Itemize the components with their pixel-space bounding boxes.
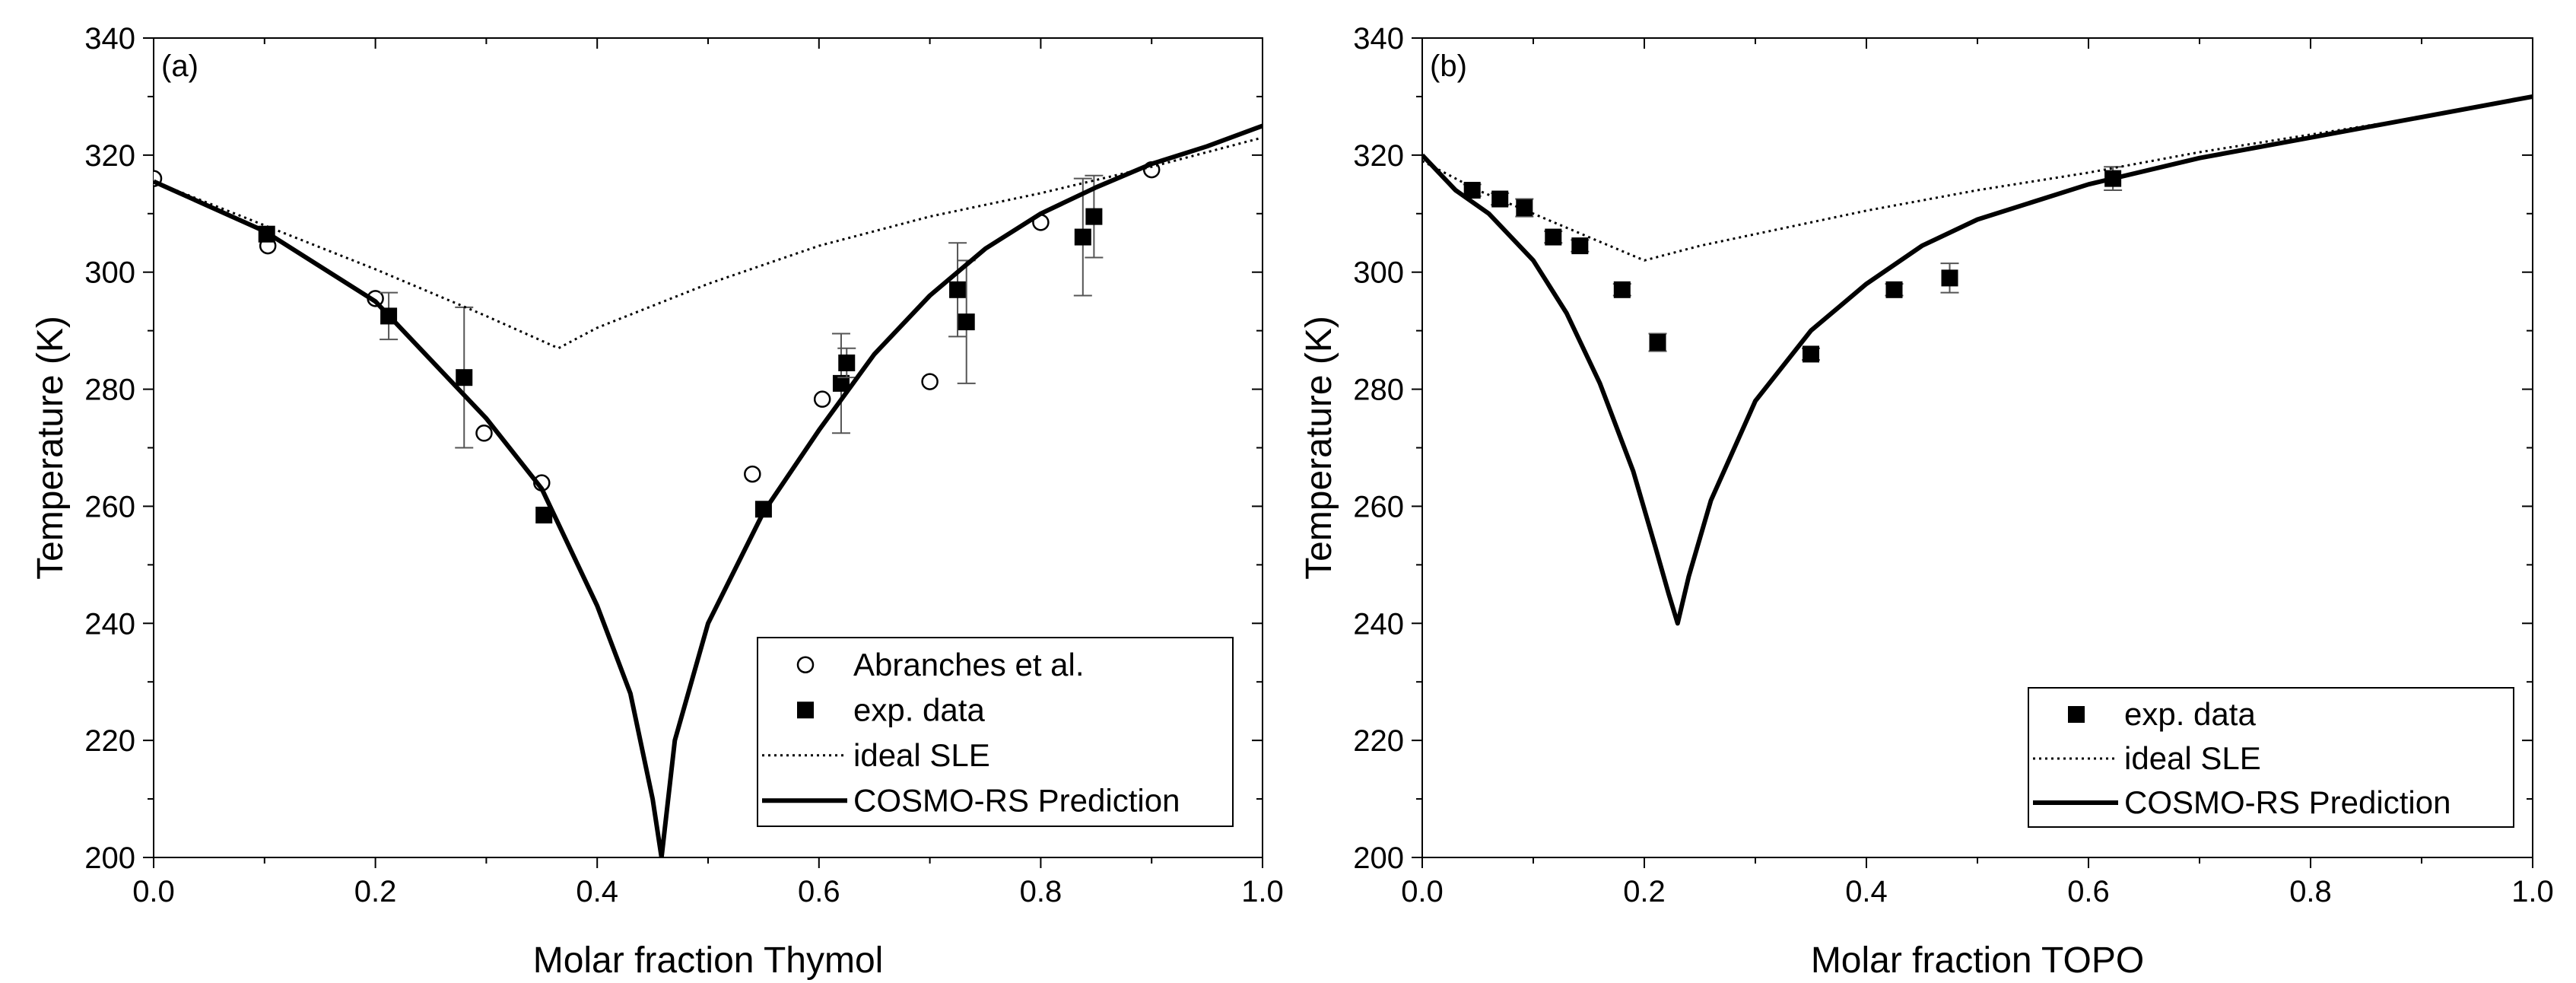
data-point-exp-data xyxy=(958,313,975,331)
legend-label: COSMO-RS Prediction xyxy=(853,782,1180,818)
y-tick-label: 220 xyxy=(84,724,135,758)
y-tick-label: 240 xyxy=(84,607,135,641)
legend: exp. data ideal SLE COSMO-RS Prediction xyxy=(2028,687,2514,828)
data-point-exp-data xyxy=(1074,228,1091,246)
y-tick-label: 320 xyxy=(1353,139,1404,173)
x-tick-label: 0.0 xyxy=(1401,875,1444,908)
y-tick-label: 320 xyxy=(84,139,135,173)
y-tick-label: 340 xyxy=(84,22,135,56)
legend-swatch-circle xyxy=(796,656,815,673)
x-axis-title: Molar fraction Thymol xyxy=(533,940,884,981)
y-tick-label: 260 xyxy=(1353,490,1404,523)
data-point-exp-data xyxy=(456,369,473,387)
plot-area xyxy=(154,123,1263,857)
y-tick-label: 200 xyxy=(84,841,135,875)
data-point-exp-data xyxy=(1516,199,1533,217)
series-line-ideal-sle xyxy=(154,136,1263,350)
x-tick-label: 0.0 xyxy=(132,875,175,908)
data-point-exp-data xyxy=(832,374,850,392)
data-point-exp-data xyxy=(1803,345,1819,363)
y-tick-label: 220 xyxy=(1353,724,1404,758)
data-point-exp-data xyxy=(1885,281,1903,298)
data-point-exp-data xyxy=(949,281,967,298)
y-tick-label: 260 xyxy=(84,490,135,523)
legend-swatch-square xyxy=(2068,706,2085,723)
y-axis-title: Temperature (K) xyxy=(30,316,71,580)
x-tick-label: 0.4 xyxy=(576,875,618,908)
x-tick-label: 0.2 xyxy=(1623,875,1666,908)
panel-a-thymol: 0.0 0.2 0.4 0.6 0.8 1.0 200 220 240 260 280 300 320 3… xyxy=(30,22,1284,981)
data-point-exp-data xyxy=(535,506,553,523)
series-line-cosmo-rs-prediction xyxy=(154,123,1263,857)
x-tick-label: 0.6 xyxy=(2067,875,2110,908)
y-tick-label: 340 xyxy=(1353,22,1404,56)
y-tick-label: 240 xyxy=(1353,607,1404,641)
data-point-exp-data xyxy=(1571,237,1589,255)
legend: Abranches et al. exp. data ideal SLE COSMO-… xyxy=(757,637,1234,827)
y-tick-label: 300 xyxy=(1353,256,1404,290)
data-point-exp-data xyxy=(1545,228,1562,246)
y-tick-label: 300 xyxy=(84,256,135,290)
y-tick-label: 280 xyxy=(1353,374,1404,407)
panel-label: (a) xyxy=(161,49,199,83)
x-tick-label: 1.0 xyxy=(1241,875,1284,908)
legend-label: exp. data xyxy=(2124,696,2256,732)
x-tick-label: 0.8 xyxy=(2289,875,2332,908)
x-tick-label: 1.0 xyxy=(2511,875,2554,908)
data-point-exp-data xyxy=(1941,269,1958,287)
panel-b-topo: 0.0 0.2 0.4 0.6 0.8 1.0 200 220 240 260 280 300 320 3… xyxy=(1299,22,2554,981)
x-axis-title: Molar fraction TOPO xyxy=(1811,940,2144,981)
data-point-exp-data xyxy=(838,354,856,371)
series-line-cosmo-rs-prediction xyxy=(1422,94,2533,626)
data-point-abranches-et-al xyxy=(813,390,831,408)
y-tick-label: 200 xyxy=(1353,841,1404,875)
legend-swatch-square xyxy=(797,701,814,719)
data-point-exp-data xyxy=(1649,334,1666,352)
panel-label: (b) xyxy=(1430,49,1467,83)
data-point-exp-data xyxy=(1613,281,1631,298)
legend-label: Abranches et al. xyxy=(853,647,1085,682)
x-tick-label: 0.8 xyxy=(1020,875,1062,908)
series-line-ideal-sle xyxy=(1422,95,2533,262)
x-tick-label: 0.4 xyxy=(1845,875,1888,908)
legend-label: exp. data xyxy=(853,692,985,727)
legend-box xyxy=(757,637,1234,827)
data-point-abranches-et-al xyxy=(921,373,939,390)
data-point-exp-data xyxy=(1085,208,1103,225)
data-point-exp-data xyxy=(1463,182,1481,199)
legend-label: COSMO-RS Prediction xyxy=(2124,784,2451,820)
legend-label: ideal SLE xyxy=(853,737,990,773)
x-tick-label: 0.6 xyxy=(798,875,840,908)
legend-label: ideal SLE xyxy=(2124,740,2261,776)
x-tick-label: 0.2 xyxy=(354,875,397,908)
data-point-abranches-et-al xyxy=(475,425,493,442)
y-axis-title: Temperature (K) xyxy=(1299,316,1339,580)
data-point-abranches-et-al xyxy=(744,465,761,483)
plot-area xyxy=(1422,94,2533,626)
y-tick-label: 280 xyxy=(84,374,135,407)
